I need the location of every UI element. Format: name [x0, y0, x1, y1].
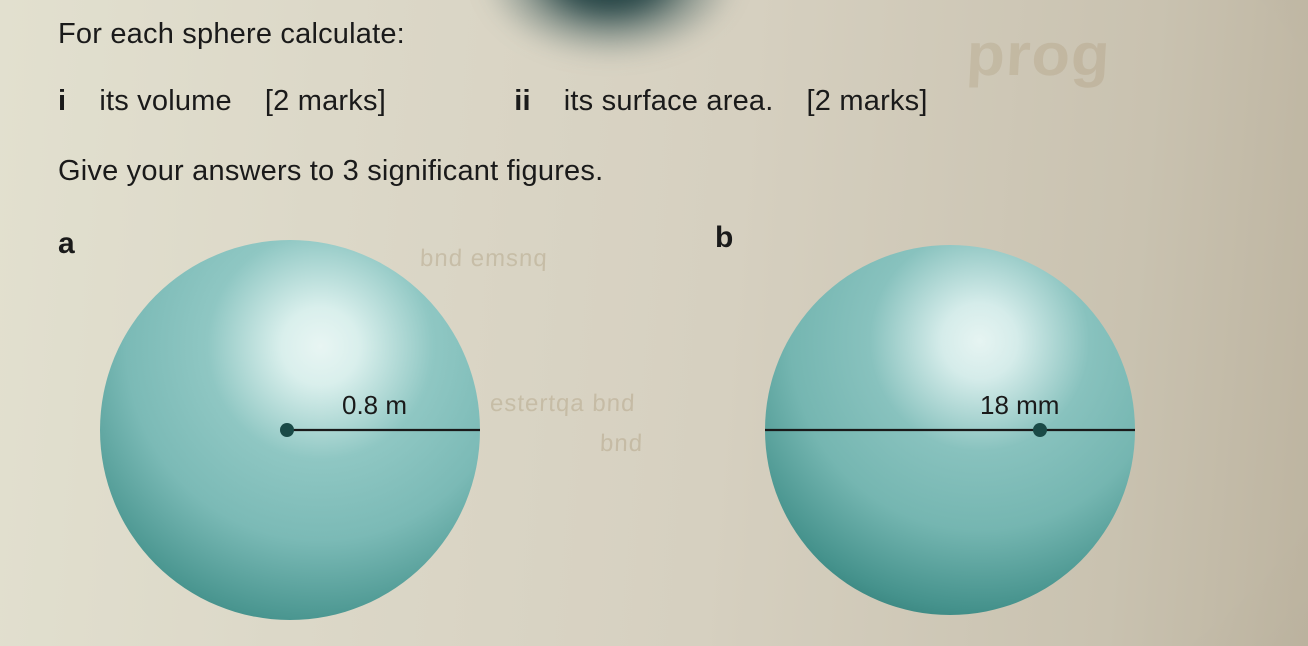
ghost-text: prog — [965, 20, 1113, 89]
part-i-label: i — [58, 85, 66, 117]
sphere-b-measurement: 18 mm — [980, 390, 1059, 420]
ghost-text: estertqa bnd — [490, 390, 636, 418]
sphere-a-label: a — [58, 227, 75, 261]
question-intro: For each sphere calculate: — [58, 18, 405, 51]
question-parts: i its volume [2 marks] ii its surface ar… — [58, 85, 1158, 118]
part-ii-text: its surface area. — [564, 85, 774, 117]
sphere-b: 18 mm — [755, 230, 1145, 620]
sphere-a-center-dot — [280, 423, 294, 437]
ghost-text: bnd — [600, 430, 644, 458]
part-i-marks: [2 marks] — [265, 85, 386, 117]
scanner-shadow — [480, 0, 740, 60]
sphere-a: 0.8 m — [90, 230, 490, 630]
part-ii-label: ii — [514, 85, 531, 117]
sig-fig-instruction: Give your answers to 3 significant figur… — [58, 155, 603, 188]
sphere-b-label: b — [715, 221, 734, 255]
sphere-a-measurement: 0.8 m — [342, 390, 407, 420]
part-ii-marks: [2 marks] — [807, 85, 928, 117]
sphere-b-center-dot — [1033, 423, 1047, 437]
part-i-text: its volume — [99, 85, 232, 117]
